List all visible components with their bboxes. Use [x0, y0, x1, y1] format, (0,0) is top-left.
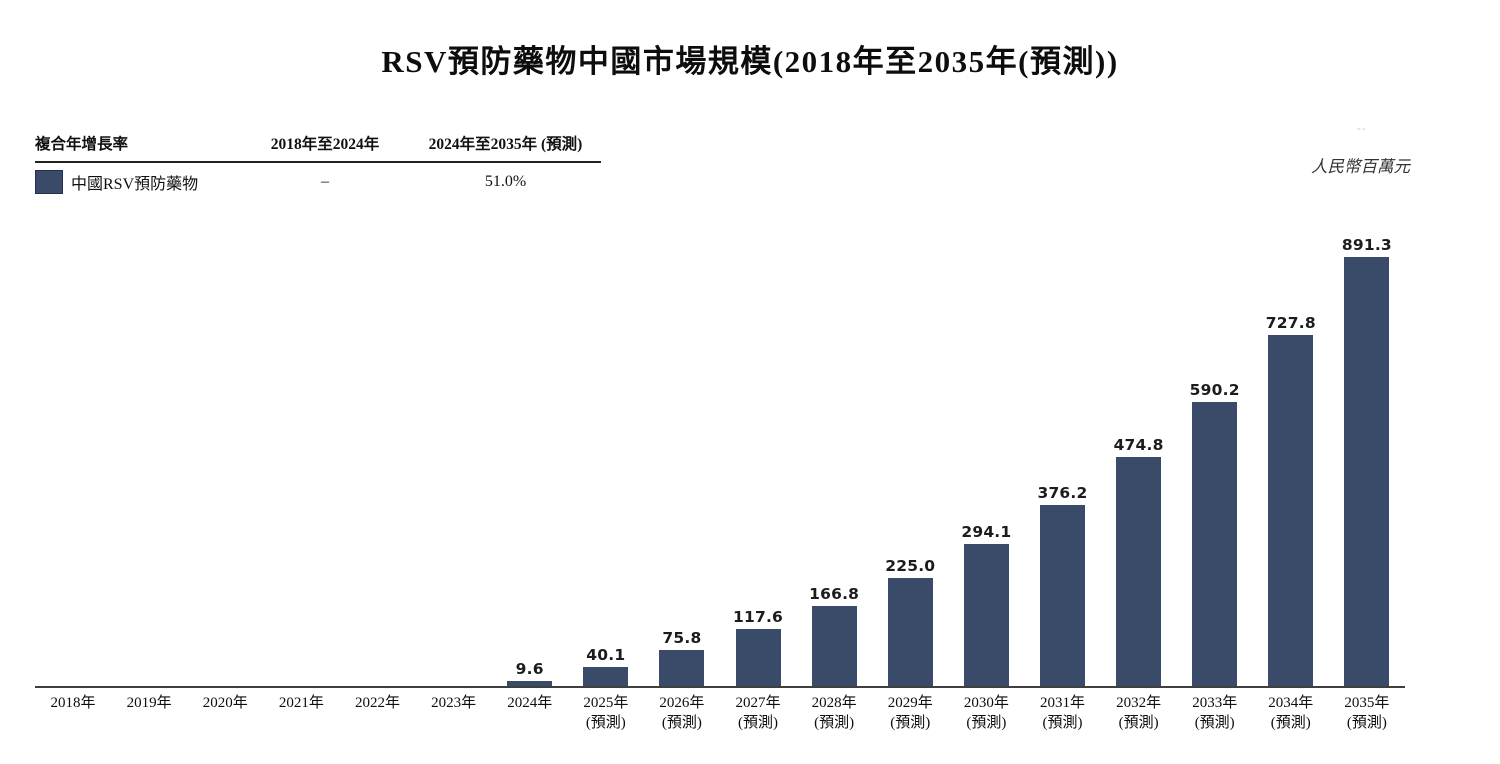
- cagr-value-2018-2024: –: [321, 173, 329, 190]
- x-tick-2020年: 2020年: [202, 695, 248, 711]
- x-tick-2033年: 2033年 (預測): [1192, 695, 1238, 732]
- bar-slot-2034年: 727.8: [1253, 314, 1329, 686]
- faint-artifact-mark: --: [1357, 122, 1367, 135]
- bar-slot-2030年: 294.1: [948, 523, 1024, 686]
- bar-slot-2024年: 9.6: [492, 660, 568, 686]
- bar-2034年: [1268, 335, 1314, 686]
- x-tick-2028年: 2028年 (預測): [811, 695, 857, 732]
- cagr-legend-table: 複合年增長率 2018年至2024年 2024年至2035年 (預測) 中國RS…: [35, 132, 601, 194]
- x-tick-2024年: 2024年: [507, 695, 553, 711]
- bar-slot-2026年: 75.8: [644, 628, 720, 686]
- bar-2029年: [887, 577, 933, 686]
- bar-2024年: [507, 681, 553, 686]
- bar-value-label-2029年: 225.0: [885, 556, 936, 575]
- x-tick-2019年: 2019年: [126, 695, 172, 711]
- x-tick-2022年: 2022年: [354, 695, 400, 711]
- bar-value-label-2027年: 117.6: [733, 608, 784, 627]
- bar-2031年: [1039, 504, 1085, 686]
- bar-2030年: [963, 544, 1009, 686]
- bar-slot-2035年: 891.3: [1329, 235, 1405, 686]
- x-tick-2027年: 2027年 (預測): [735, 695, 781, 732]
- x-tick-2034年: 2034年 (預測): [1268, 695, 1314, 732]
- bar-2028年: [811, 605, 857, 686]
- x-tick-2035年: 2035年 (預測): [1344, 695, 1390, 732]
- bar-value-label-2031年: 376.2: [1037, 483, 1088, 502]
- bar-value-label-2032年: 474.8: [1113, 436, 1164, 455]
- cagr-header-2024-2035: 2024年至2035年 (預測): [428, 136, 583, 153]
- cagr-table-row: 中國RSV預防藥物 – 51.0%: [35, 163, 601, 194]
- bars-area: 9.6 40.1 75.8 117.6 166.8 225.0 294.1 376.2 474.…: [35, 233, 1405, 688]
- x-tick-2032年: 2032年 (預測): [1116, 695, 1162, 732]
- cagr-value-2024-2035: 51.0%: [484, 173, 527, 190]
- bar-value-label-2025年: 40.1: [586, 645, 626, 664]
- bar-value-label-2024年: 9.6: [515, 660, 544, 679]
- series-color-swatch: [35, 170, 63, 194]
- bar-value-label-2035年: 891.3: [1341, 235, 1392, 254]
- bar-2033年: [1192, 401, 1238, 686]
- x-tick-2031年: 2031年 (預測): [1039, 695, 1085, 732]
- x-tick-2023年: 2023年: [431, 695, 477, 711]
- series-label: 中國RSV預防藥物: [71, 176, 199, 193]
- bar-2035年: [1344, 256, 1390, 686]
- bar-value-label-2034年: 727.8: [1265, 314, 1316, 333]
- bar-slot-2031年: 376.2: [1024, 484, 1100, 686]
- x-tick-2025年: 2025年 (預測): [583, 695, 629, 732]
- x-tick-2026年: 2026年 (預測): [659, 695, 705, 732]
- series-legend-entry: 中國RSV預防藥物: [35, 170, 240, 194]
- bar-slot-2032年: 474.8: [1101, 436, 1177, 686]
- bar-2027年: [735, 629, 781, 686]
- bar-slot-2033年: 590.2: [1177, 381, 1253, 686]
- bar-chart: 9.6 40.1 75.8 117.6 166.8 225.0 294.1 376.2 474.…: [35, 233, 1405, 734]
- x-axis-labels: 2018年 2019年 2020年 2021年 2022年 2023年 2024年 2025年…: [35, 688, 1405, 734]
- bar-value-label-2026年: 75.8: [662, 628, 702, 647]
- bar-2032年: [1116, 457, 1162, 686]
- x-tick-2029年: 2029年 (預測): [887, 695, 933, 732]
- x-tick-2018年: 2018年: [50, 695, 96, 711]
- page-title: RSV預防藥物中國市場規模(2018年至2035年(預測)): [381, 44, 1119, 79]
- bar-value-label-2030年: 294.1: [961, 523, 1012, 542]
- bar-slot-2029年: 225.0: [872, 557, 948, 686]
- cagr-table-header: 複合年增長率 2018年至2024年 2024年至2035年 (預測): [35, 132, 601, 163]
- x-tick-2021年: 2021年: [278, 695, 324, 711]
- x-tick-2030年: 2030年 (預測): [963, 695, 1009, 732]
- unit-label: 人民幣百萬元: [1311, 157, 1410, 176]
- cagr-header-2018-2024: 2018年至2024年: [270, 136, 380, 153]
- bar-2026年: [659, 649, 705, 686]
- bar-slot-2027年: 117.6: [720, 608, 796, 686]
- bar-2025年: [583, 666, 629, 686]
- cagr-header-metric: 複合年增長率: [35, 136, 129, 153]
- bar-value-label-2028年: 166.8: [809, 584, 860, 603]
- bar-slot-2028年: 166.8: [796, 585, 872, 686]
- bar-value-label-2033年: 590.2: [1189, 380, 1240, 399]
- bar-slot-2025年: 40.1: [568, 646, 644, 686]
